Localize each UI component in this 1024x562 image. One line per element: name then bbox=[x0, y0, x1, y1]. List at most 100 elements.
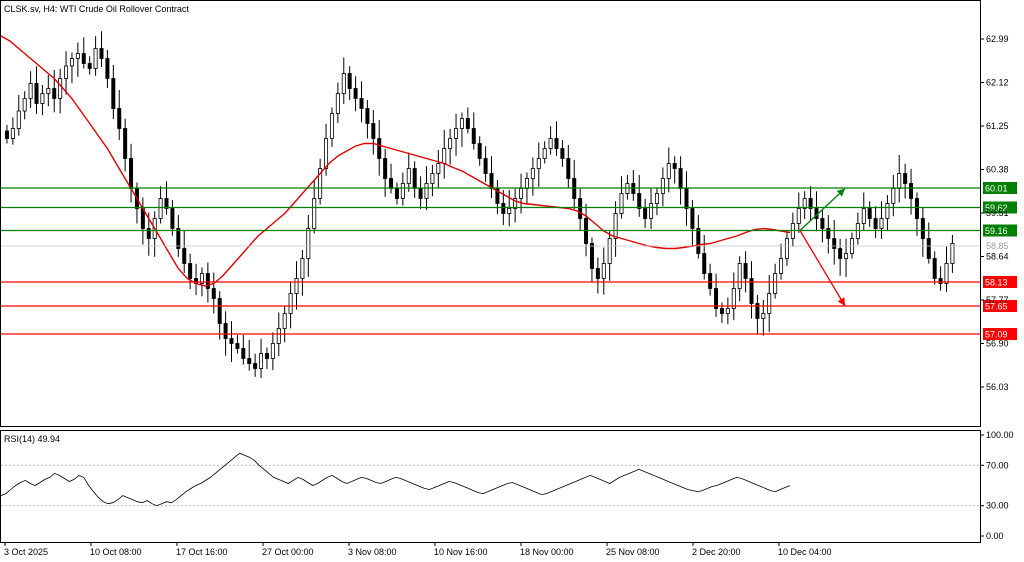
candle-body bbox=[714, 288, 719, 309]
candle-body bbox=[81, 53, 86, 64]
candle-body bbox=[885, 203, 890, 219]
candle-body bbox=[247, 358, 252, 364]
candle-body bbox=[270, 343, 275, 359]
candle-body bbox=[335, 93, 340, 114]
candle-body bbox=[861, 208, 866, 224]
price-tick-label: 56.90 bbox=[986, 339, 1009, 349]
level-badge bbox=[983, 276, 1017, 288]
candle-body bbox=[394, 188, 399, 199]
candle-body bbox=[932, 258, 937, 279]
candle-body bbox=[643, 208, 648, 219]
candle-body bbox=[111, 78, 116, 109]
candle-body bbox=[660, 178, 665, 194]
level-badge-label: 59.16 bbox=[985, 226, 1008, 236]
candle-body bbox=[199, 273, 204, 284]
candle-body bbox=[105, 58, 110, 79]
candle-body bbox=[359, 98, 364, 109]
candle-body bbox=[672, 163, 677, 169]
time-tick-label: 25 Nov 08:00 bbox=[606, 547, 660, 557]
candle-body bbox=[211, 288, 216, 299]
candle-body bbox=[93, 48, 98, 69]
candle-body bbox=[808, 198, 813, 209]
candle-body bbox=[347, 73, 352, 89]
candle-body bbox=[389, 178, 394, 189]
candle-body bbox=[459, 118, 464, 129]
candle-body bbox=[223, 323, 228, 339]
candle-body bbox=[400, 183, 405, 199]
candle-body bbox=[737, 263, 742, 289]
level-badge-label: 60.01 bbox=[985, 184, 1008, 194]
candle-body bbox=[383, 158, 388, 179]
candle-body bbox=[844, 253, 849, 259]
candle-body bbox=[542, 148, 547, 159]
price-tick-label: 59.51 bbox=[986, 208, 1009, 218]
level-badge-label: 58.13 bbox=[985, 278, 1008, 288]
candle-body bbox=[217, 298, 222, 324]
rsi-tick-label: 0.00 bbox=[986, 531, 1004, 541]
candle-body bbox=[46, 88, 51, 94]
candle-body bbox=[501, 203, 506, 214]
candle-body bbox=[64, 65, 69, 79]
candle-body bbox=[826, 228, 831, 239]
candle-body bbox=[690, 208, 695, 229]
time-tick-label: 3 Nov 08:00 bbox=[348, 547, 397, 557]
candle-body bbox=[560, 148, 565, 159]
candle-body bbox=[276, 328, 281, 344]
candle-body bbox=[796, 208, 801, 224]
candle-body bbox=[329, 113, 334, 139]
price-pane-frame bbox=[0, 0, 981, 427]
candle-body bbox=[424, 183, 429, 199]
candle-body bbox=[341, 73, 346, 94]
candle-body bbox=[784, 238, 789, 259]
candle-body bbox=[294, 278, 299, 294]
candle-body bbox=[52, 88, 57, 99]
candle-body bbox=[306, 228, 311, 259]
candle-body bbox=[926, 238, 931, 259]
candle-body bbox=[761, 313, 766, 319]
candle-body bbox=[146, 228, 151, 239]
time-tick-label: 10 Oct 08:00 bbox=[90, 547, 142, 557]
candle-body bbox=[235, 343, 240, 349]
candle-body bbox=[40, 93, 45, 104]
candle-body bbox=[678, 168, 683, 189]
candle-body bbox=[938, 278, 943, 284]
rsi-tick-label: 30.00 bbox=[986, 501, 1009, 511]
candle-body bbox=[725, 308, 730, 314]
candle-body bbox=[288, 293, 293, 314]
candle-body bbox=[371, 123, 376, 139]
candle-body bbox=[613, 213, 618, 239]
candle-body bbox=[264, 353, 269, 359]
level-badge-label: 59.62 bbox=[985, 203, 1008, 213]
time-tick-label: 10 Dec 04:00 bbox=[778, 547, 832, 557]
moving-average-line bbox=[0, 35, 791, 287]
candle-body bbox=[649, 203, 654, 219]
candle-body bbox=[16, 110, 21, 129]
candle-body bbox=[117, 108, 122, 129]
candle-body bbox=[867, 208, 872, 219]
level-badge bbox=[983, 182, 1017, 194]
price-tick-label: 60.38 bbox=[986, 165, 1009, 175]
candle-body bbox=[188, 263, 193, 279]
candle-body bbox=[353, 88, 358, 99]
candle-body bbox=[702, 253, 707, 274]
chart-title: CLSK.sv, H4: WTI Crude Oil Rollover Cont… bbox=[4, 4, 189, 14]
candle-body bbox=[719, 308, 724, 314]
price-tick-label: 56.03 bbox=[986, 382, 1009, 392]
candle-body bbox=[654, 193, 659, 204]
candle-body bbox=[773, 273, 778, 294]
candle-body bbox=[914, 198, 919, 219]
candle-body bbox=[548, 138, 553, 149]
candle-body bbox=[229, 338, 234, 344]
candle-body bbox=[436, 163, 441, 174]
candle-body bbox=[406, 168, 411, 184]
candle-body bbox=[566, 158, 571, 179]
candle-body bbox=[779, 258, 784, 274]
candle-body bbox=[34, 83, 39, 104]
rsi-label: RSI(14) 49.94 bbox=[4, 434, 60, 444]
level-badge-label: 57.09 bbox=[985, 330, 1008, 340]
projection-arrow-up bbox=[799, 188, 846, 231]
time-tick-label: 18 Nov 00:00 bbox=[520, 547, 574, 557]
time-tick-label: 10 Nov 16:00 bbox=[434, 547, 488, 557]
candle-body bbox=[483, 158, 488, 174]
